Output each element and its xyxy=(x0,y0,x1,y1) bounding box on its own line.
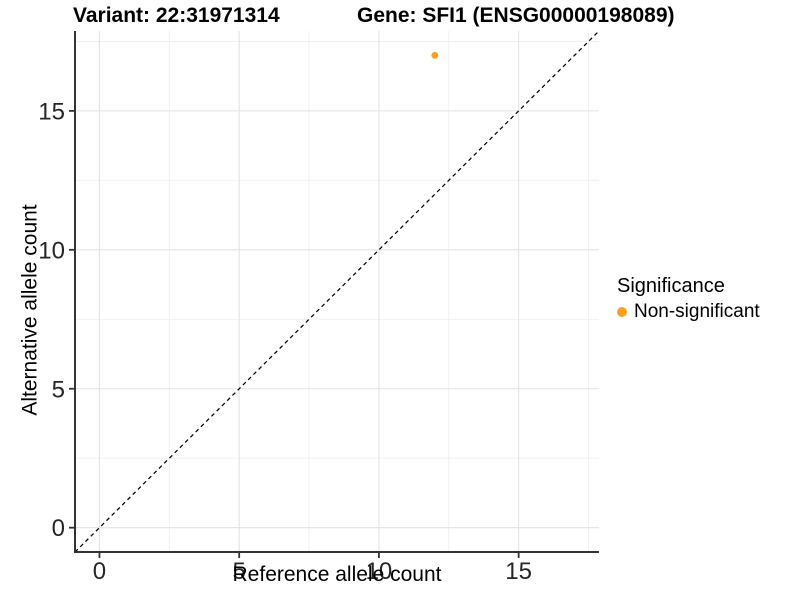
x-tick-label: 5 xyxy=(233,558,246,585)
identity-dashed-line xyxy=(74,30,600,553)
x-tick-label: 10 xyxy=(366,558,393,585)
legend-title: Significance xyxy=(617,275,725,297)
legend: Significance Non-significant xyxy=(617,274,760,324)
y-tick-label: 15 xyxy=(38,98,65,125)
legend-point-icon xyxy=(617,307,627,318)
x-tick-label: 0 xyxy=(93,558,106,585)
legend-item-label: Non-significant xyxy=(634,301,760,322)
data-point xyxy=(431,51,439,59)
gene-title: Gene: SFI1 (ENSG00000198089) xyxy=(357,4,675,27)
x-tick-label: 15 xyxy=(505,558,532,585)
x-axis-title: Reference allele count xyxy=(232,563,442,586)
variant-title: Variant: 22:31971314 xyxy=(73,4,280,27)
y-tick-label: 5 xyxy=(52,376,65,403)
y-tick-label: 0 xyxy=(52,515,65,542)
y-axis-title: Alternative allele count xyxy=(18,204,42,416)
legend-item-non-significant: Non-significant xyxy=(617,301,760,324)
y-tick-label: 10 xyxy=(38,237,65,264)
